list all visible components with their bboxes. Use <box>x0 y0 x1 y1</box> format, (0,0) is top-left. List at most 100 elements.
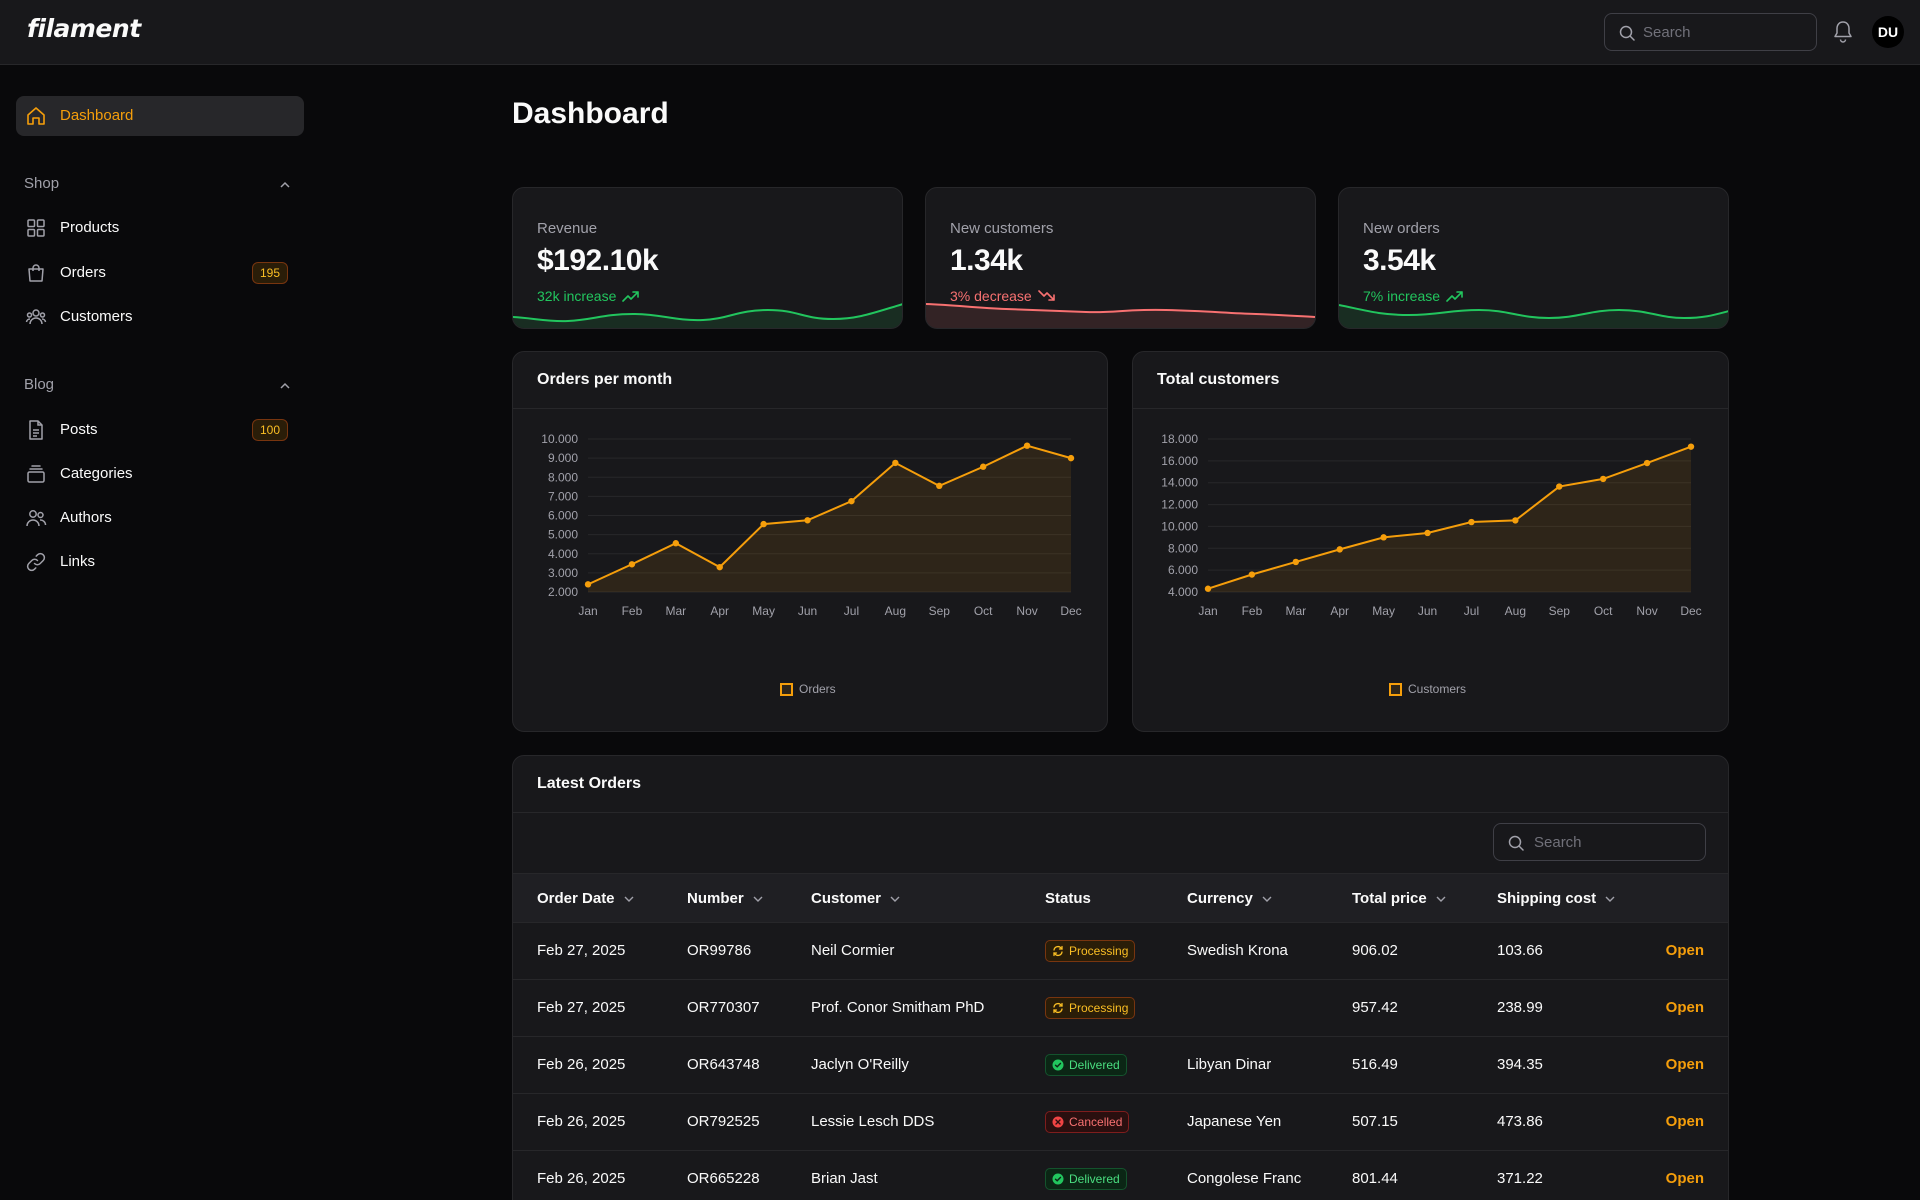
y-tick-label: 4.000 <box>1168 585 1198 599</box>
open-order-link[interactable]: Open <box>1665 1170 1704 1187</box>
table-row[interactable]: Feb 26, 2025 OR643748 Jaclyn O'Reilly Libya… <box>513 1037 1728 1094</box>
legend-label: Orders <box>799 682 836 696</box>
arrow-path-icon <box>1053 1002 1063 1014</box>
x-tick-label: Apr <box>1330 604 1349 618</box>
status-badge-label: Delivered <box>1069 1058 1120 1072</box>
cell-currency: Congolese Franc <box>1187 1170 1302 1187</box>
data-point <box>1556 483 1563 490</box>
data-point <box>584 581 592 588</box>
x-tick-label: Dec <box>1680 604 1701 618</box>
page-title: Dashboard <box>512 97 669 130</box>
y-tick-label: 8.000 <box>1168 541 1198 555</box>
column-header-order-date[interactable]: Order Date <box>537 890 635 907</box>
sidebar-item-authors[interactable]: Authors <box>16 498 296 538</box>
x-tick-label: Aug <box>1505 604 1526 618</box>
column-header-label: Number <box>687 890 744 907</box>
data-point <box>760 520 767 528</box>
open-order-link[interactable]: Open <box>1665 1113 1704 1130</box>
x-tick-label: Mar <box>1285 604 1306 618</box>
x-tick-label: Jul <box>1464 604 1479 618</box>
sidebar-item-dashboard[interactable]: Dashboard <box>16 96 304 136</box>
open-order-link[interactable]: Open <box>1665 942 1704 959</box>
bell-icon[interactable] <box>1832 20 1854 44</box>
cell-customer: Brian Jast <box>811 1170 878 1187</box>
app-logo[interactable]: filament <box>27 14 141 43</box>
x-tick-label: Aug <box>885 604 906 618</box>
users-icon <box>25 309 47 325</box>
data-point <box>1336 546 1343 553</box>
sidebar-item-label: Links <box>60 553 96 570</box>
table-row[interactable]: Feb 27, 2025 OR99786 Neil Cormier Swedish K… <box>513 923 1728 980</box>
x-tick-label: Sep <box>1549 604 1571 618</box>
table-row[interactable]: Feb 27, 2025 OR770307 Prof. Conor Smitham … <box>513 980 1728 1037</box>
cell-total-price: 507.15 <box>1352 1113 1398 1130</box>
column-header-shipping-cost[interactable]: Shipping cost <box>1497 890 1616 907</box>
y-tick-label: 16.000 <box>1161 454 1198 468</box>
sidebar-item-links[interactable]: Links <box>16 542 296 582</box>
cell-order-date: Feb 26, 2025 <box>537 1113 626 1130</box>
customers-chart-legend[interactable]: Customers <box>1389 682 1466 696</box>
legend-swatch <box>1389 682 1402 696</box>
global-search-input[interactable] <box>1643 14 1811 50</box>
cell-order-date: Feb 26, 2025 <box>537 1170 626 1187</box>
sidebar-item-posts[interactable]: Posts 100 <box>16 410 296 450</box>
x-tick-label: Jul <box>844 604 859 618</box>
y-tick-label: 10.000 <box>541 432 578 446</box>
open-order-link[interactable]: Open <box>1665 1056 1704 1073</box>
x-tick-label: Nov <box>1016 604 1037 618</box>
table-search-input[interactable] <box>1534 824 1700 860</box>
revenue-sparkline <box>513 303 902 328</box>
chevron-down-icon <box>753 896 763 902</box>
data-point <box>1468 518 1475 526</box>
global-search[interactable] <box>1604 13 1817 51</box>
sidebar-item-categories[interactable]: Categories <box>16 454 296 494</box>
stat-description: 3% decrease <box>950 288 1056 304</box>
data-point <box>1599 475 1607 483</box>
status-badge-label: Cancelled <box>1069 1115 1123 1129</box>
cell-total-price: 801.44 <box>1352 1170 1398 1187</box>
column-header-customer[interactable]: Customer <box>811 890 901 907</box>
arrow-path-icon <box>1053 945 1063 957</box>
x-tick-label: Oct <box>974 604 993 618</box>
user-avatar[interactable]: DU <box>1872 16 1904 48</box>
column-header-currency[interactable]: Currency <box>1187 890 1273 907</box>
chevron-up-icon[interactable] <box>278 379 292 393</box>
shopping-bag-icon <box>28 264 44 282</box>
cell-number: OR643748 <box>687 1056 760 1073</box>
status-badge: Delivered <box>1045 1054 1127 1076</box>
cell-currency: Japanese Yen <box>1187 1113 1282 1130</box>
y-tick-label: 3.000 <box>548 566 578 580</box>
legend-swatch <box>780 682 793 696</box>
cell-shipping-cost: 238.99 <box>1497 999 1543 1016</box>
sidebar-item-label: Customers <box>60 308 133 325</box>
new-orders-sparkline <box>1339 304 1728 328</box>
data-point <box>716 563 723 571</box>
open-order-link[interactable]: Open <box>1665 999 1704 1016</box>
card-title: Latest Orders <box>537 775 642 792</box>
table-row[interactable]: Feb 26, 2025 OR665228 Brian Jast Congolese … <box>513 1151 1728 1200</box>
y-tick-label: 18.000 <box>1161 432 1198 446</box>
y-tick-label: 9.000 <box>548 451 578 465</box>
table-row[interactable]: Feb 26, 2025 OR792525 Lessie Lesch DDS Japa… <box>513 1094 1728 1151</box>
chevron-up-icon[interactable] <box>278 178 292 192</box>
sidebar-item-orders[interactable]: Orders 195 <box>16 253 296 293</box>
cell-total-price: 906.02 <box>1352 942 1398 959</box>
table-search[interactable] <box>1493 823 1706 861</box>
cell-total-price: 957.42 <box>1352 999 1398 1016</box>
data-point <box>1424 529 1431 537</box>
column-header-number[interactable]: Number <box>687 890 764 907</box>
column-header-label: Customer <box>811 890 882 907</box>
sidebar-item-customers[interactable]: Customers <box>16 297 296 337</box>
data-point <box>628 561 636 568</box>
sidebar-group-shop-label: Shop <box>24 175 60 192</box>
stat-value: 3.54k <box>1363 244 1436 277</box>
stat-label: New customers <box>950 220 1054 237</box>
stat-value: $192.10k <box>537 244 659 277</box>
sidebar-item-products[interactable]: Products <box>16 208 296 248</box>
orders-chart-legend[interactable]: Orders <box>780 682 836 696</box>
column-header-status: Status <box>1045 890 1091 907</box>
sidebar-item-label: Orders <box>60 264 106 281</box>
squares-icon <box>27 219 45 237</box>
orders-count-badge: 195 <box>251 262 288 284</box>
column-header-total-price[interactable]: Total price <box>1352 890 1447 907</box>
